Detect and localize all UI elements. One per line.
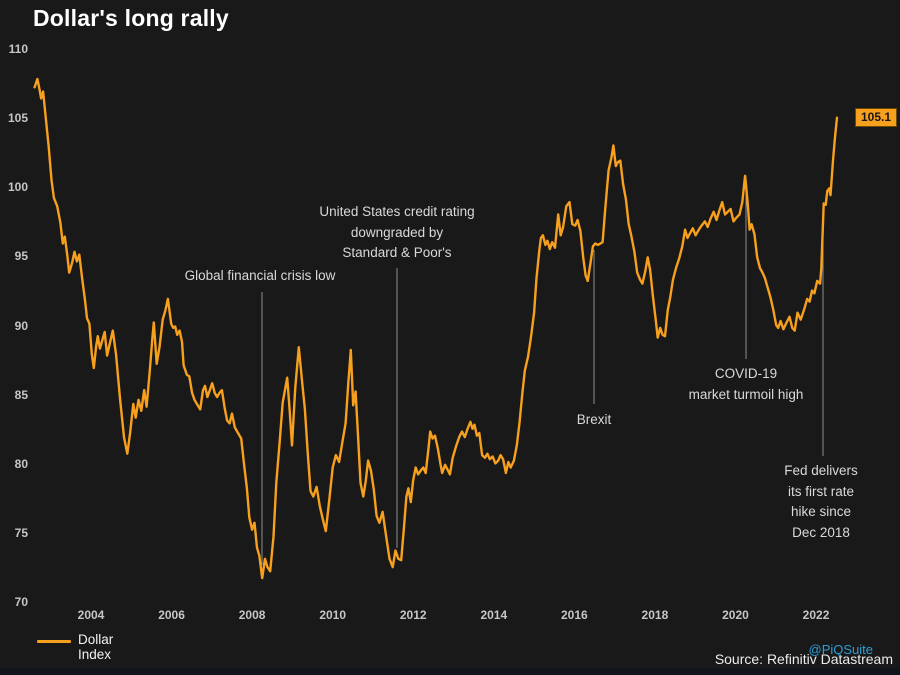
y-tick-label: 90 (14, 318, 28, 333)
x-tick-label: 2022 (802, 608, 830, 622)
x-tick-label: 2008 (238, 608, 266, 622)
dollar-index-line (33, 77, 839, 580)
bottom-bar (0, 668, 900, 675)
x-tick-label: 2006 (158, 608, 185, 622)
annotation: Fed delivers its first rate hike since Dec … (784, 461, 858, 543)
annotation-line: downgraded by (350, 224, 444, 240)
chart-title: Dollar's long rally (33, 5, 229, 31)
y-tick-label: 110 (8, 42, 28, 56)
y-tick-label: 85 (14, 387, 28, 402)
annotation: Brexit (577, 410, 612, 431)
y-tick-label: 75 (14, 525, 28, 540)
x-tick-label: 2012 (399, 608, 427, 622)
annotation-line: Dec 2018 (792, 524, 850, 540)
annotation: COVID-19 market turmoil high (689, 364, 804, 405)
annotation-line: Brexit (576, 412, 612, 427)
x-tick-label: 2018 (641, 608, 669, 622)
annotation-line: hike since (790, 504, 852, 519)
x-tick-label: 2010 (319, 608, 347, 622)
y-tick-label: 105 (7, 111, 28, 126)
source-credit: Source: Refinitiv Datastream (714, 651, 893, 667)
x-tick-label: 2020 (722, 608, 749, 622)
y-tick-label: 100 (7, 180, 28, 195)
annotation-line: Global financial crisis low (184, 268, 336, 283)
annotation-line: its first rate (787, 483, 855, 499)
annotation: United States credit rating downgraded by… (319, 202, 474, 264)
watermark-piqsuite: @PiQSuite (808, 642, 874, 657)
y-tick-label: 80 (14, 456, 28, 471)
x-tick-label: 2004 (77, 608, 105, 622)
annotation: Global financial crisis low (185, 266, 336, 287)
last-value-label: 105.1 (855, 108, 897, 127)
y-tick-label: 70 (14, 595, 28, 609)
annotation-line: United States credit rating (319, 204, 475, 219)
annotation-line: Fed delivers (784, 463, 858, 478)
x-tick-label: 2016 (561, 608, 588, 622)
annotation-line: COVID-19 (714, 366, 778, 381)
legend-line-swatch (37, 640, 71, 643)
legend-label: Dollar Index (78, 632, 114, 662)
y-tick-label: 95 (14, 249, 28, 264)
x-tick-label: 2014 (480, 608, 508, 622)
annotation-line: Standard & Poor's (342, 245, 452, 260)
annotation-line: market turmoil high (688, 386, 804, 402)
